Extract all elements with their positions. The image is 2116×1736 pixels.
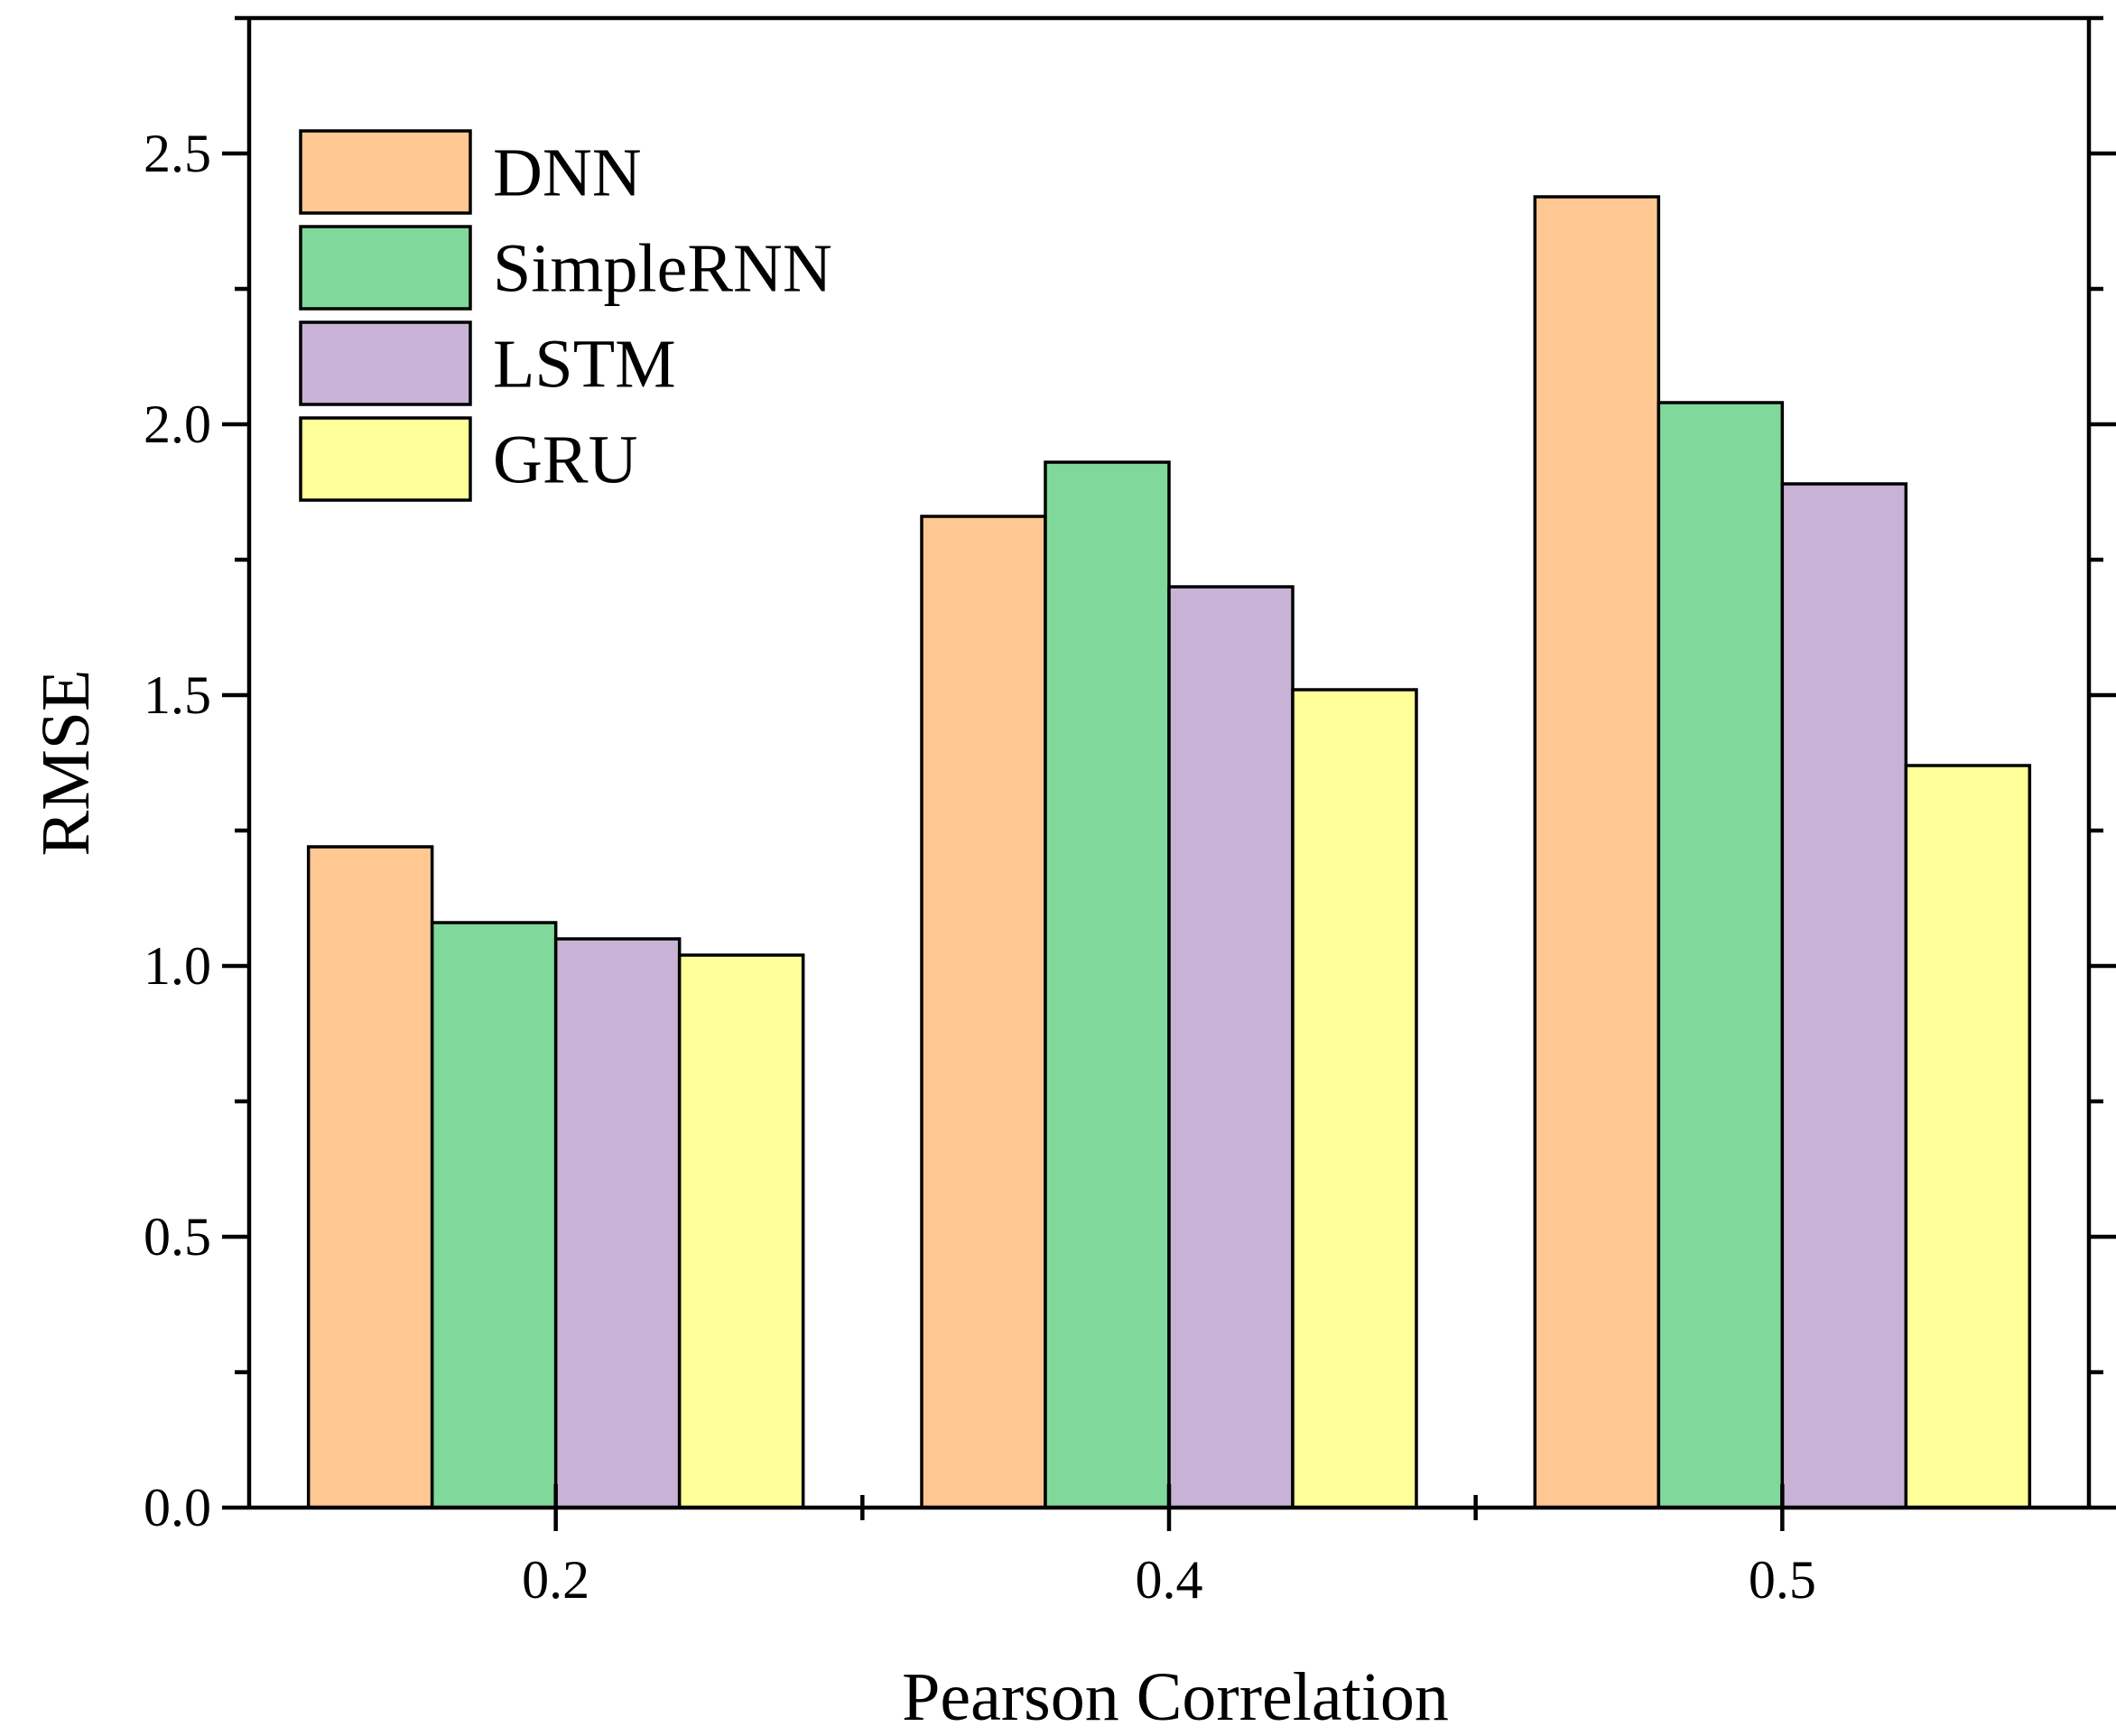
x-ticks-group: 0.2 0.4 0.5 — [522, 1484, 1816, 1610]
bar-gru-0.2 — [677, 953, 805, 1509]
bar-dnn-0.2 — [306, 845, 434, 1509]
bar-simplernn-0.5 — [1657, 401, 1785, 1509]
bars-group — [306, 195, 2032, 1509]
y-tick-label: 0.0 — [144, 1478, 211, 1537]
y-ticks-group: 0.0 0.5 1.0 1.5 2.0 2.5 — [144, 15, 2116, 1537]
bar-lstm-0.5 — [1780, 482, 1908, 1509]
legend-label-simplernn: SimpleRNN — [493, 231, 832, 307]
x-axis-title: Pearson Correlation — [902, 1659, 1449, 1735]
x-tick-label: 0.2 — [522, 1550, 589, 1610]
legend-swatch-gru — [299, 416, 472, 502]
legend-label-gru: GRU — [493, 422, 637, 498]
bar-gru-0.4 — [1291, 688, 1418, 1509]
bar-dnn-0.5 — [1533, 195, 1661, 1509]
bar-lstm-0.4 — [1167, 585, 1295, 1509]
legend-swatch-lstm — [299, 320, 472, 406]
bar-dnn-0.4 — [920, 515, 1047, 1509]
legend-swatch-dnn — [299, 129, 472, 215]
bar-gru-0.5 — [1904, 764, 2032, 1509]
x-tick-label: 0.5 — [1749, 1550, 1816, 1610]
y-axis-title: RMSE — [28, 670, 104, 857]
legend: DNN SimpleRNN LSTM GRU — [299, 129, 832, 502]
x-tick-label: 0.4 — [1136, 1550, 1203, 1610]
bar-simplernn-0.4 — [1044, 460, 1171, 1509]
bar-simplernn-0.2 — [430, 921, 558, 1509]
y-tick-label: 2.5 — [144, 124, 211, 183]
y-tick-label: 2.0 — [144, 395, 211, 454]
legend-label-lstm: LSTM — [493, 327, 676, 403]
legend-swatch-simplernn — [299, 225, 472, 311]
legend-label-dnn: DNN — [493, 135, 642, 211]
y-tick-label: 1.0 — [144, 936, 211, 996]
bar-lstm-0.2 — [553, 937, 682, 1509]
y-tick-label: 1.5 — [144, 665, 211, 725]
y-tick-label: 0.5 — [144, 1207, 211, 1267]
